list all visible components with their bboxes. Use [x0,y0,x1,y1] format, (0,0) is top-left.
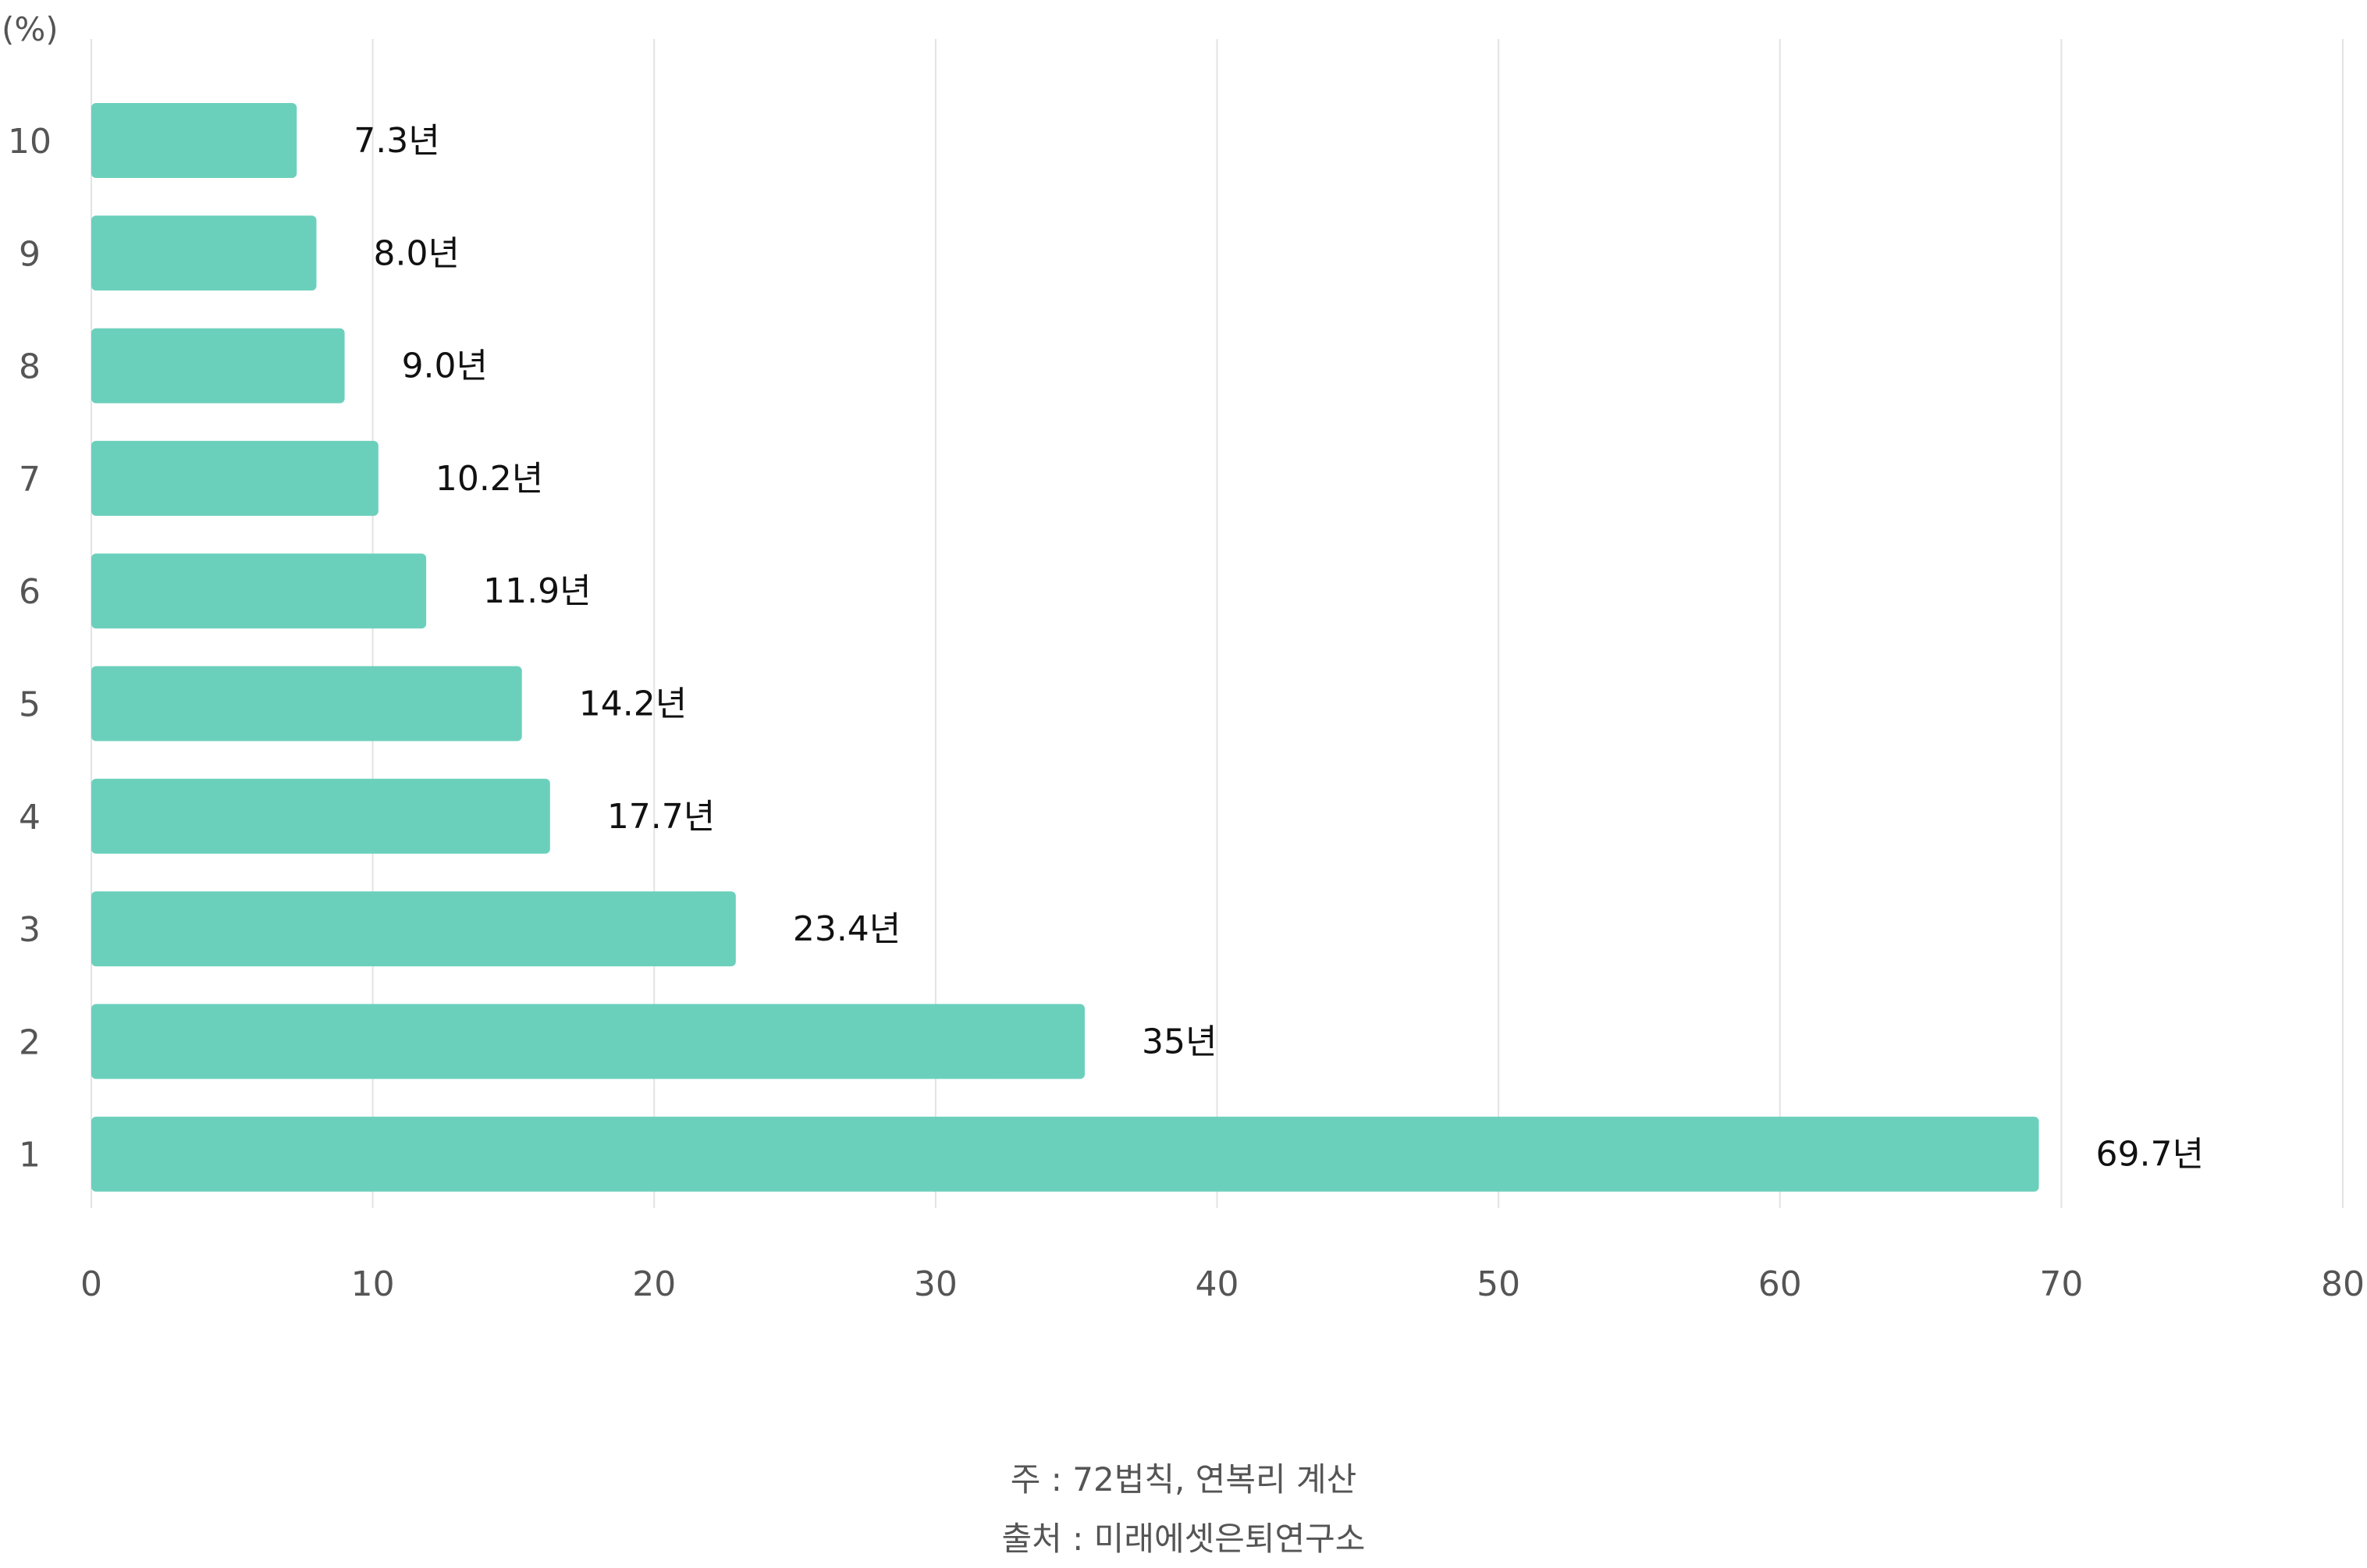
x-axis-ticks: 0 10 20 30 40 50 60 70 80 [80,1264,2365,1304]
y-tick-label: 6 [19,572,41,612]
bars [91,103,2039,1192]
x-tick-label: 0 [80,1264,102,1304]
x-tick-label: 80 [2321,1264,2365,1304]
y-tick-label: 2 [19,1022,41,1062]
bar-value-label: 35년 [1142,1022,1217,1061]
bar [91,1116,2039,1192]
bar-value-label: 9.0년 [402,347,488,386]
bar-value-label: 10.2년 [435,459,543,499]
x-tick-label: 10 [351,1264,395,1304]
y-tick-label: 3 [19,910,41,950]
x-tick-label: 50 [1477,1264,1520,1304]
bar-value-label: 14.2년 [579,684,687,724]
bar [91,328,345,404]
bar-value-label: 11.9년 [483,571,591,611]
bar [91,1004,1086,1079]
x-tick-label: 40 [1196,1264,1239,1304]
data-labels: 7.3년 8.0년 9.0년 10.2년 11.9년 14.2년 17.7년 23.4년 35년… [354,121,2204,1175]
bar [91,891,736,967]
x-tick-label: 20 [632,1264,676,1304]
bar [91,440,379,516]
chart-source: 출처 : 미래에셋은퇴연구소 [1001,1520,1366,1558]
bar-value-label: 17.7년 [607,797,715,837]
bar-value-label: 7.3년 [354,121,439,161]
bar-value-label: 8.0년 [374,233,460,273]
x-tick-label: 70 [2039,1264,2083,1304]
bar [91,215,317,291]
bar [91,103,297,178]
bar [91,553,427,629]
bar [91,778,550,854]
y-tick-label: 10 [8,122,52,162]
y-axis-unit-label: (%) [2,10,59,48]
y-axis-ticks: 10 9 8 7 6 5 4 3 2 1 [8,122,52,1175]
x-tick-label: 30 [914,1264,958,1304]
x-tick-label: 60 [1758,1264,1802,1304]
bar-value-label: 69.7년 [2096,1135,2204,1175]
bar-value-label: 23.4년 [793,909,901,949]
y-tick-label: 7 [19,460,41,500]
bar [91,666,522,741]
y-tick-label: 4 [19,798,41,837]
y-tick-label: 8 [19,347,41,387]
y-tick-label: 1 [19,1136,41,1175]
y-tick-label: 9 [19,234,41,274]
grid-lines [91,39,2344,1208]
y-tick-label: 5 [19,685,41,725]
chart-note: 주 : 72법칙, 연복리 계산 [1010,1460,1357,1499]
